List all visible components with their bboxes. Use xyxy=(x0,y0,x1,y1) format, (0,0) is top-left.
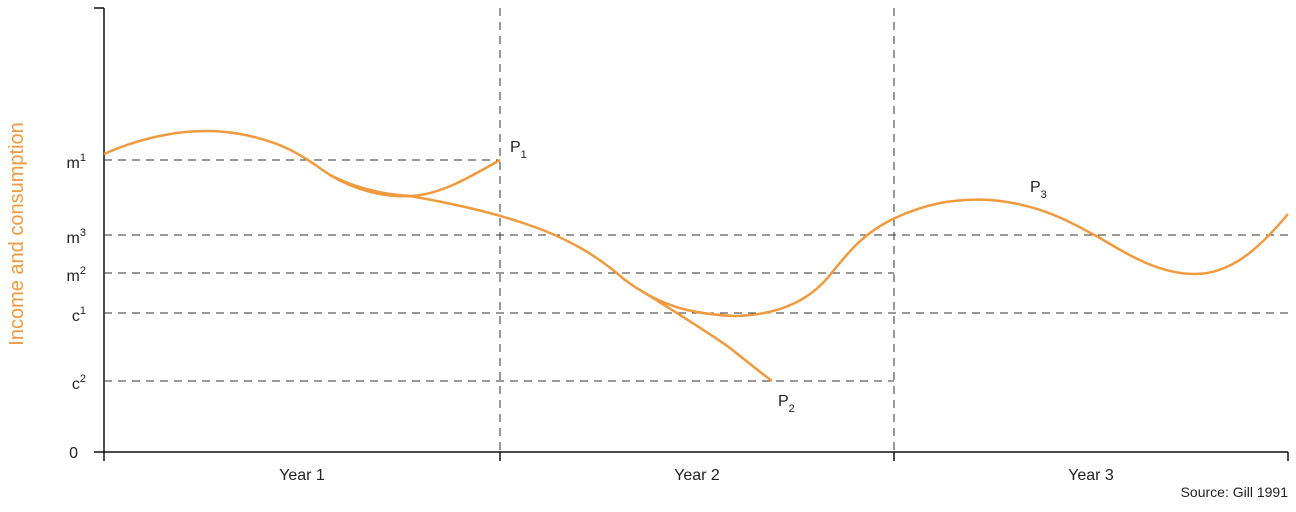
point-label-p2: P2 xyxy=(778,393,795,415)
level-label-m2: m2 xyxy=(67,265,86,285)
level-label-c2: c2 xyxy=(72,373,86,393)
period-label-year-3: Year 3 xyxy=(1068,467,1114,484)
point-label-p3: P3 xyxy=(1030,179,1047,201)
income-branch-p1 xyxy=(329,158,501,198)
level-label-c1: c1 xyxy=(72,305,86,325)
level-label-m1: m1 xyxy=(67,152,86,172)
point-label-p1: P1 xyxy=(510,139,527,161)
zero-label: 0 xyxy=(69,445,78,462)
source-note: Source: Gill 1991 xyxy=(1180,484,1288,500)
level-label-m3: m3 xyxy=(67,227,86,247)
consumption-branch-p2 xyxy=(639,288,773,382)
period-label-year-2: Year 2 xyxy=(674,467,720,484)
period-label-year-1: Year 1 xyxy=(279,467,325,484)
income-curve-main xyxy=(103,129,1289,318)
